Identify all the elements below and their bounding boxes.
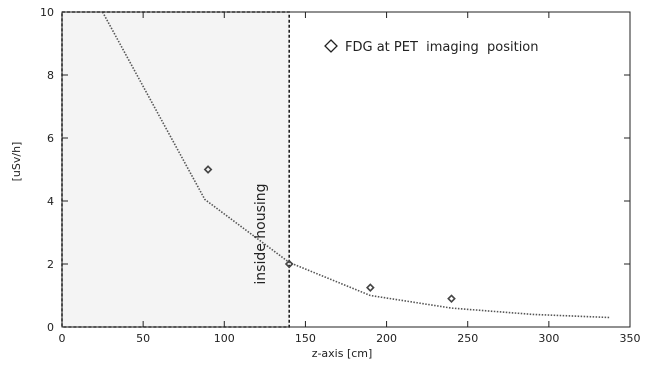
y-axis-label: [uSv/h] (10, 142, 23, 182)
x-tick-label: 250 (457, 332, 478, 345)
y-tick-label: 0 (47, 321, 54, 334)
y-tick-label: 4 (47, 195, 54, 208)
x-tick-label: 350 (620, 332, 641, 345)
y-tick-label: 2 (47, 258, 54, 271)
legend-diamond-icon (324, 39, 338, 53)
y-axis: 0 2 4 6 8 10 (40, 6, 630, 334)
x-tick-label: 150 (295, 332, 316, 345)
x-axis-label: z-axis [cm] (312, 347, 373, 360)
inside-housing-label: inside housing (253, 183, 269, 284)
x-tick-label: 200 (376, 332, 397, 345)
x-tick-label: 300 (538, 332, 559, 345)
x-tick-label: 50 (136, 332, 150, 345)
x-tick-label: 0 (59, 332, 66, 345)
data-points (203, 165, 456, 303)
data-point (366, 283, 375, 292)
y-tick-label: 8 (47, 69, 54, 82)
data-point (203, 165, 213, 174)
legend: FDG at PET imaging position (324, 39, 539, 55)
data-point (284, 259, 294, 269)
legend-label: FDG at PET imaging position (345, 40, 539, 55)
trend-line (101, 11, 611, 319)
x-axis: 0 50 100 150 200 250 300 350 (59, 12, 641, 345)
data-point (447, 294, 456, 303)
x-tick-label: 100 (214, 332, 235, 345)
y-tick-label: 10 (40, 6, 54, 19)
plot-area-frame (61, 11, 631, 328)
y-tick-label: 6 (47, 132, 54, 145)
inside-housing-region (61, 11, 290, 328)
